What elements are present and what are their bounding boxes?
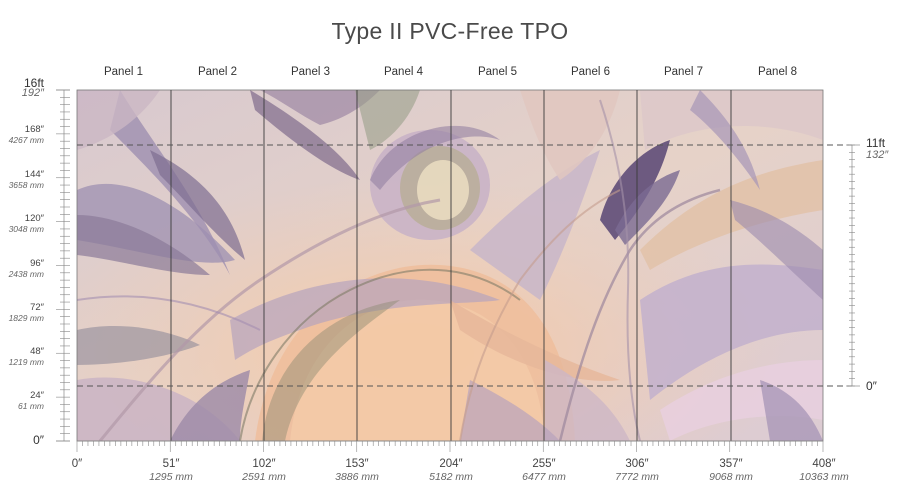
bottom-label-204: 204″ 5182 mm (429, 458, 473, 483)
left-label-96: 96″ 2438 mm (8, 258, 44, 280)
mural-artwork (77, 90, 823, 441)
right-label-bottom: 0″ (866, 379, 877, 393)
bottom-label-0: 0″ (71, 458, 83, 470)
left-label-168: 168″ 4267 mm (8, 124, 44, 146)
panel-label-6: Panel 6 (570, 66, 610, 78)
panel-label-1: Panel 1 (103, 66, 143, 78)
panel-label-4: Panel 4 (383, 66, 423, 78)
bottom-label-357: 357″ 9068 mm (709, 458, 753, 483)
left-label-144: 144″ 3658 mm (8, 169, 44, 191)
bottom-label-153: 153″ 3886 mm (335, 458, 379, 483)
bottom-label-306: 306″ 7772 mm (615, 458, 659, 483)
bottom-label-102: 102″ 2591 mm (242, 458, 286, 483)
bottom-label-255: 255″ 6477 mm (522, 458, 566, 483)
bottom-label-51: 51″ 1295 mm (149, 458, 193, 483)
left-label-48: 48″ 1219 mm (8, 346, 44, 368)
right-ruler-ticks (849, 144, 855, 387)
bottom-ruler-ticks (76, 441, 824, 452)
panel-dividers (170, 90, 732, 441)
panel-label-2: Panel 2 (197, 66, 237, 78)
panel-label-5: Panel 5 (477, 66, 517, 78)
panel-label-8: Panel 8 (757, 66, 797, 78)
page-title: Type II PVC-Free TPO (331, 18, 569, 44)
left-label-0: 0″ (33, 433, 44, 447)
panel-label-3: Panel 3 (290, 66, 330, 78)
bottom-label-408: 408″ 10363 mm (799, 458, 849, 483)
right-label-top: 11ft 132″ (866, 136, 889, 161)
panel-label-7: Panel 7 (663, 66, 703, 78)
left-label-120: 120″ 3048 mm (8, 213, 44, 235)
left-ruler-ticks (56, 89, 70, 442)
left-label-24: 24″ 61 mm (18, 390, 44, 412)
right-ruler (846, 144, 860, 387)
left-label-72: 72″ 1829 mm (8, 302, 44, 324)
left-label-192: 16ft 192″ (21, 76, 44, 99)
